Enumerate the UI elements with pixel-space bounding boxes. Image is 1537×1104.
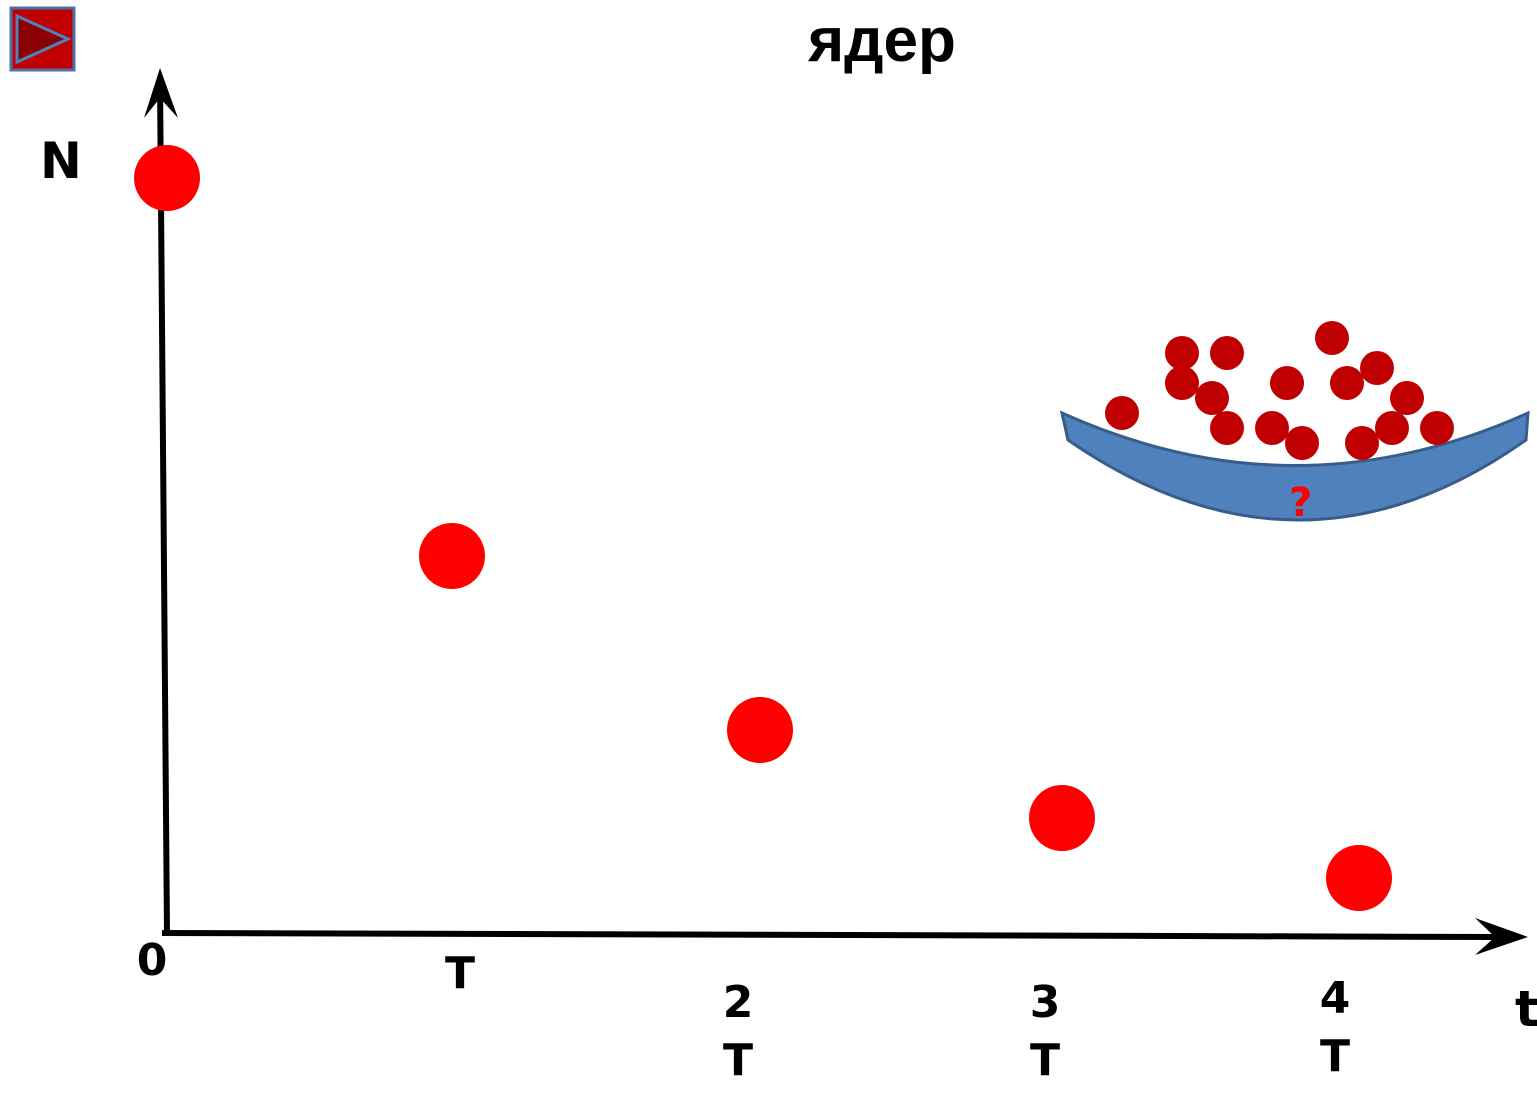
title: ядер bbox=[808, 6, 956, 75]
x-tick-label: T bbox=[444, 948, 475, 999]
shape bbox=[1420, 411, 1454, 445]
x-axis-label: t bbox=[1515, 980, 1537, 1038]
y-axis bbox=[157, 79, 170, 936]
dot bbox=[1029, 785, 1095, 851]
x-tick-label: 0 bbox=[136, 935, 168, 986]
shape bbox=[1210, 411, 1244, 445]
shape bbox=[1345, 426, 1379, 460]
shape bbox=[15, 13, 72, 65]
shape bbox=[1210, 336, 1244, 370]
x-tick-label: 4T bbox=[1319, 973, 1351, 1082]
shape bbox=[1105, 396, 1139, 430]
shape bbox=[1270, 366, 1304, 400]
shape bbox=[1360, 351, 1394, 385]
shape bbox=[1165, 336, 1199, 370]
x-tick-label: 3T bbox=[1029, 977, 1061, 1086]
shape bbox=[1255, 411, 1289, 445]
shape bbox=[1375, 411, 1409, 445]
bowl-label: ? bbox=[1289, 480, 1313, 526]
dot bbox=[134, 145, 200, 211]
dot bbox=[1326, 845, 1392, 911]
dot bbox=[727, 697, 793, 763]
decayed-nuclei bbox=[1105, 321, 1454, 460]
shape bbox=[1165, 366, 1199, 400]
decay-points bbox=[134, 145, 1392, 911]
x-tick-label: 2T bbox=[722, 977, 754, 1086]
x-axis bbox=[161, 930, 1501, 940]
shape bbox=[1390, 381, 1424, 415]
x-arrow bbox=[1475, 918, 1528, 955]
shape bbox=[1330, 366, 1364, 400]
shape bbox=[1285, 426, 1319, 460]
shape bbox=[1315, 321, 1349, 355]
dot bbox=[419, 523, 485, 589]
play-button[interactable] bbox=[9, 6, 76, 72]
y-axis-label: N bbox=[40, 132, 82, 190]
shape bbox=[1195, 381, 1229, 415]
bowl bbox=[1059, 410, 1530, 522]
y-arrow bbox=[144, 68, 178, 118]
